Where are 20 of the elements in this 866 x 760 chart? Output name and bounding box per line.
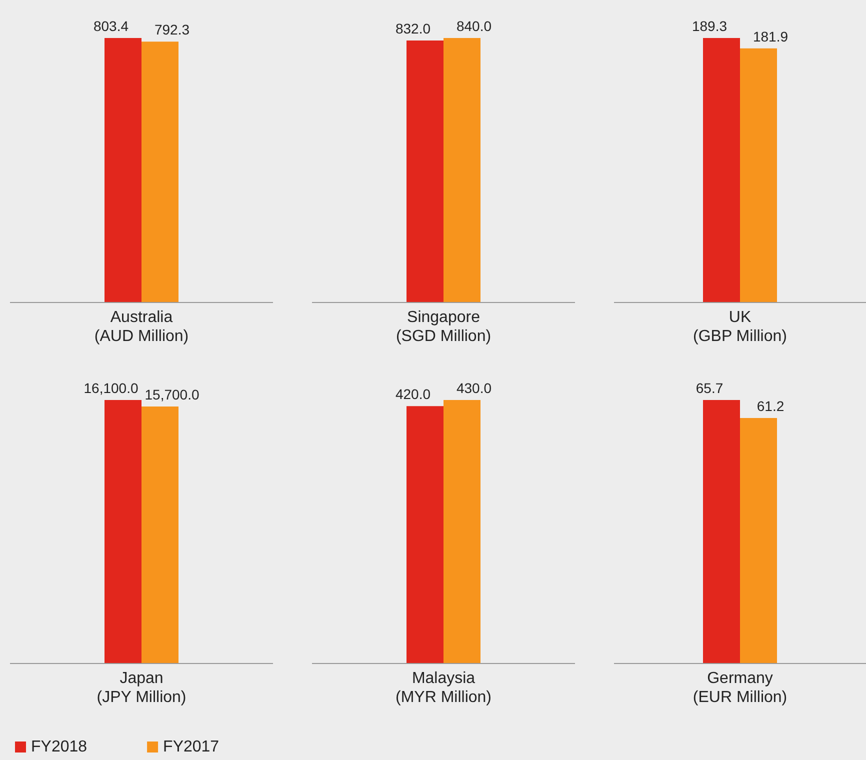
legend-label: FY2018 xyxy=(31,738,88,756)
x-tick-label: Singapore (SGD Million) xyxy=(396,309,492,345)
data-label: 840.0 xyxy=(456,18,492,34)
legend-label: FY2017 xyxy=(163,738,220,756)
data-label: 65.7 xyxy=(696,380,724,396)
data-label: 181.9 xyxy=(752,28,788,44)
data-label: 832.0 xyxy=(395,20,431,37)
x-tick-label: Japan (JPY Million) xyxy=(96,670,186,706)
x-tick-label: Germany (EUR Million) xyxy=(692,670,788,706)
x-tick-label: Malaysia (MYR Million) xyxy=(396,670,492,706)
data-label: 430.0 xyxy=(456,380,492,396)
data-label: 420.0 xyxy=(395,386,431,402)
data-label: 803.4 xyxy=(93,18,129,34)
data-label: 16,100.0 xyxy=(84,380,138,396)
x-tick-label: Australia (AUD Million) xyxy=(94,309,189,345)
data-label: 189.3 xyxy=(692,18,728,34)
data-label: 792.3 xyxy=(154,22,190,38)
x-tick-label: UK (GBP Million) xyxy=(693,309,787,345)
data-label: 15,700.0 xyxy=(144,386,200,403)
data-label: 61.2 xyxy=(756,398,784,414)
